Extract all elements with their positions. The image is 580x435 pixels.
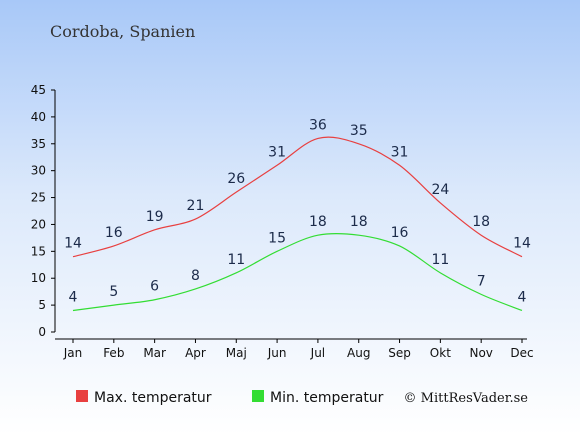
x-tick-label: Sep	[388, 346, 411, 360]
legend-swatch-max	[76, 390, 88, 402]
y-tick-label: 20	[31, 217, 46, 231]
data-label-max: 36	[309, 117, 327, 133]
chart-title: Cordoba, Spanien	[50, 22, 195, 41]
data-label-max: 31	[391, 144, 409, 160]
legend-swatch-min	[252, 390, 264, 402]
data-label-max: 14	[513, 236, 531, 252]
y-tick-label: 40	[31, 110, 46, 124]
y-tick-label: 30	[31, 164, 46, 178]
x-tick-label: Jun	[267, 346, 287, 360]
y-tick-label: 0	[38, 325, 46, 339]
series-line-min	[72, 232, 523, 312]
x-tick-label: Okt	[430, 346, 451, 360]
data-label-min: 16	[391, 225, 409, 241]
legend: Max. temperatur Min. temperatur	[76, 390, 384, 406]
data-labels: 14 16 19 21 26 31 36 35 31 24 18 14 4 5 6 8 11 15 18 18 16 11…	[64, 117, 531, 305]
data-label-min: 18	[309, 214, 327, 230]
data-label-min: 11	[431, 252, 449, 268]
data-label-min: 5	[109, 284, 118, 300]
data-label-max: 24	[431, 182, 449, 198]
data-label-max: 18	[472, 214, 490, 230]
y-tick-label: 45	[31, 83, 46, 97]
y-tick-label: 10	[31, 271, 46, 285]
data-label-min: 4	[69, 289, 78, 305]
data-label-min: 8	[191, 268, 200, 284]
y-tick-label: 35	[31, 137, 46, 151]
data-label-min: 18	[350, 214, 368, 230]
data-label-min: 11	[227, 252, 245, 268]
data-label-max: 21	[187, 198, 205, 214]
x-tick-label: Mar	[143, 346, 166, 360]
legend-label-min: Min. temperatur	[270, 390, 384, 406]
data-label-max: 35	[350, 123, 368, 139]
series-line-max	[72, 136, 523, 258]
data-label-min: 6	[150, 279, 159, 295]
x-tick-label: Apr	[185, 346, 206, 360]
x-tick-label: Nov	[469, 346, 492, 360]
x-tick-label: Jul	[310, 346, 325, 360]
y-tick-label: 5	[38, 298, 46, 312]
data-label-min: 15	[268, 230, 286, 246]
data-label-max: 16	[105, 225, 123, 241]
data-label-max: 14	[64, 236, 82, 252]
copyright-text: © MittResVader.se	[404, 391, 529, 406]
data-label-min: 7	[477, 273, 486, 289]
data-label-max: 31	[268, 144, 286, 160]
data-label-max: 19	[146, 209, 164, 225]
series-layer	[72, 136, 523, 312]
x-tick-label: Aug	[347, 346, 370, 360]
x-tick-label: Maj	[226, 346, 247, 360]
legend-label-max: Max. temperatur	[94, 390, 212, 406]
x-tick-label: Dec	[510, 346, 533, 360]
data-label-max: 26	[227, 171, 245, 187]
y-tick-label: 25	[31, 191, 46, 205]
x-tick-label: Feb	[103, 346, 124, 360]
y-tick-label: 15	[31, 244, 46, 258]
x-tick-label: Jan	[63, 346, 83, 360]
data-label-min: 4	[518, 289, 527, 305]
